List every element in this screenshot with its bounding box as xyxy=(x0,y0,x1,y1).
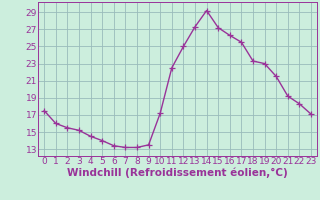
X-axis label: Windchill (Refroidissement éolien,°C): Windchill (Refroidissement éolien,°C) xyxy=(67,168,288,178)
